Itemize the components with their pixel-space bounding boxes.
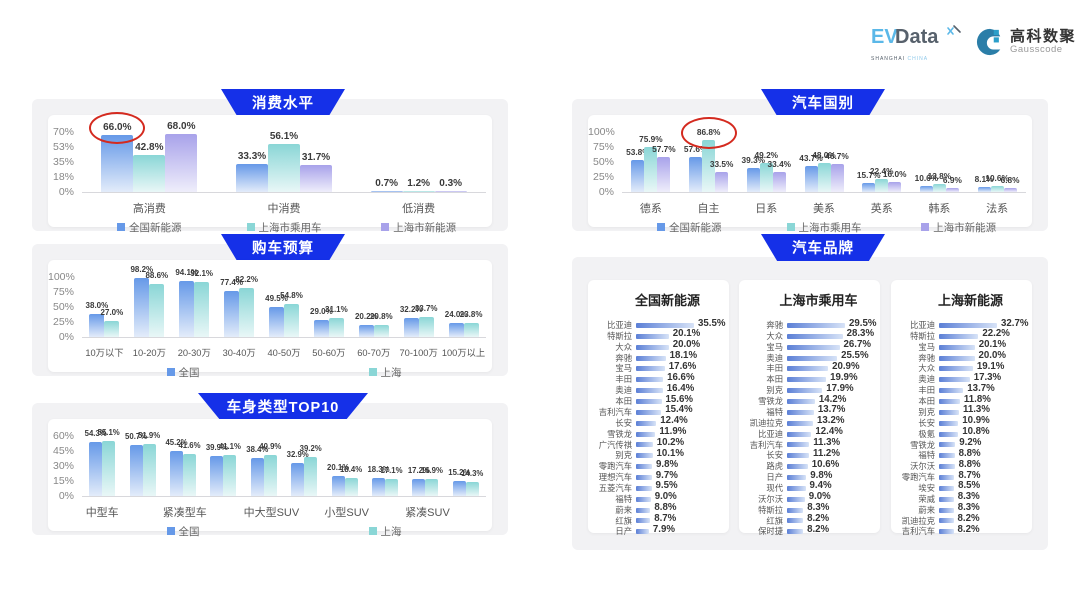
svg-text:Data: Data [895, 26, 939, 48]
